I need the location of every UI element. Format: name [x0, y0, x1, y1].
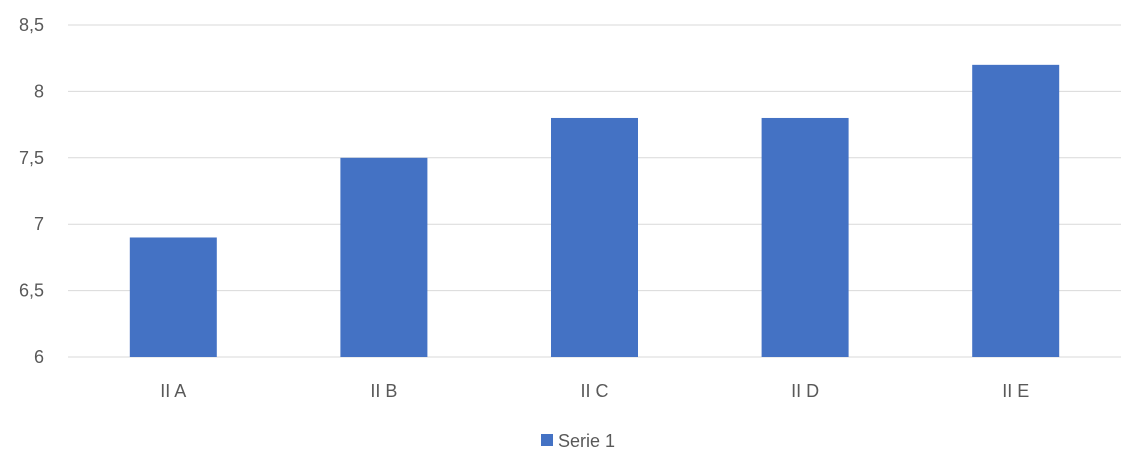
bar-ii-e — [972, 64, 1060, 357]
bar-ii-c — [551, 117, 638, 358]
legend-swatch-serie-1 — [541, 434, 553, 446]
x-tick-label: II B — [370, 381, 397, 401]
x-tick-label: II E — [1002, 381, 1029, 401]
bar-ii-b — [340, 157, 428, 357]
bar-ii-a — [129, 237, 217, 357]
y-tick-label: 8,5 — [19, 15, 44, 35]
bars — [129, 64, 1060, 358]
y-tick-label: 7,5 — [19, 148, 44, 168]
bar-ii-d — [761, 117, 849, 358]
y-axis-tick-labels: 6 6,5 7 7,5 8 8,5 — [19, 15, 44, 367]
y-tick-label: 6 — [34, 347, 44, 367]
x-axis-tick-labels: II A II B II C II D II E — [160, 381, 1029, 401]
x-tick-label: II A — [160, 381, 186, 401]
y-tick-label: 8 — [34, 81, 44, 101]
x-tick-label: II D — [791, 381, 819, 401]
y-tick-label: 7 — [34, 214, 44, 234]
legend-label-serie-1: Serie 1 — [558, 431, 615, 451]
x-tick-label: II C — [580, 381, 608, 401]
y-tick-label: 6,5 — [19, 281, 44, 301]
legend: Serie 1 — [541, 431, 615, 451]
